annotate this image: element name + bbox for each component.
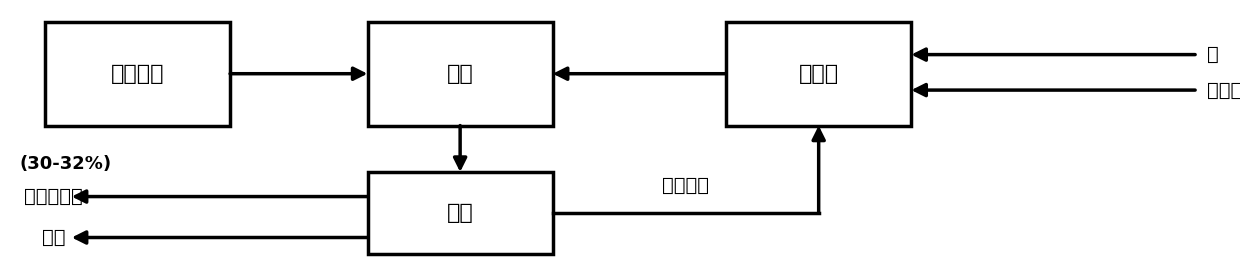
- Text: 水: 水: [1207, 45, 1219, 64]
- Bar: [45, 22, 231, 126]
- Bar: [367, 172, 553, 254]
- Bar: [727, 22, 911, 126]
- Text: 水解: 水解: [446, 64, 474, 84]
- Text: 循环提浓: 循环提浓: [662, 176, 709, 195]
- Text: 氯化馒母液: 氯化馒母液: [25, 187, 83, 206]
- Bar: [367, 22, 553, 126]
- Text: 精馏高永: 精馏高永: [110, 64, 164, 84]
- Text: (30-32%): (30-32%): [20, 155, 112, 173]
- Text: 牛石灰: 牛石灰: [1207, 81, 1240, 100]
- Text: 压滤: 压滤: [446, 203, 474, 223]
- Text: 石灰乳: 石灰乳: [799, 64, 838, 84]
- Text: 固渣: 固渣: [42, 228, 66, 247]
